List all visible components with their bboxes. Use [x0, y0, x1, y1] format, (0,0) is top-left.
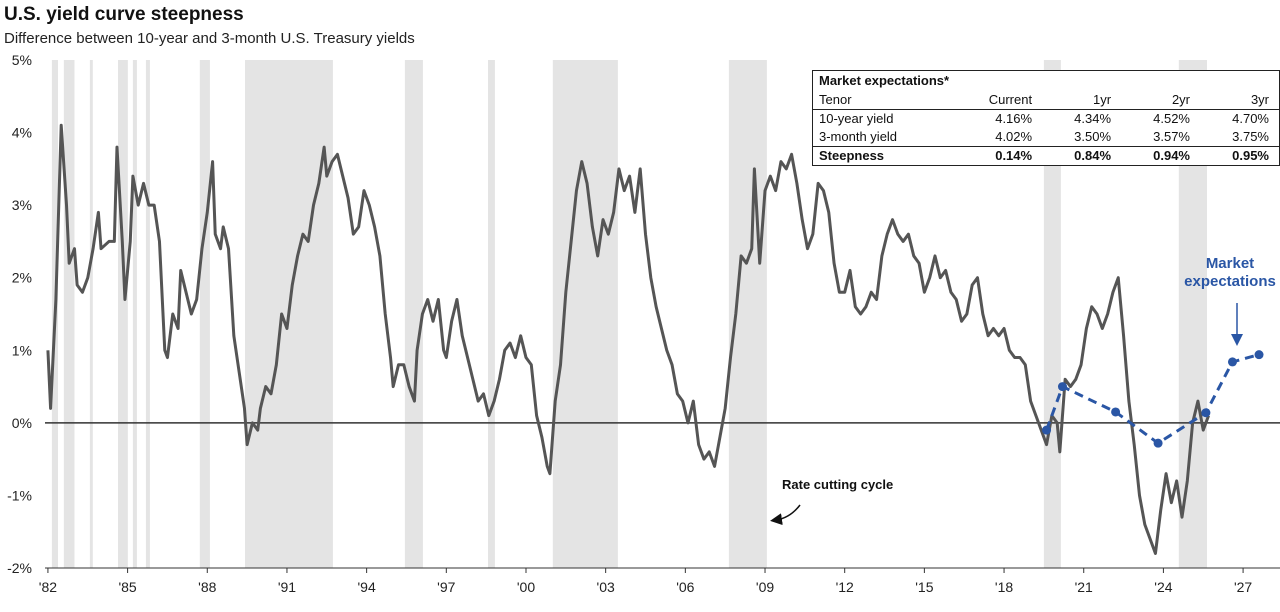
x-tick-label: '06: [676, 579, 694, 595]
legend-label: Market expectations: [1184, 255, 1276, 290]
shaded-region: [145, 60, 150, 568]
series-marker: [1042, 425, 1052, 435]
table-cell: 3-month yield: [819, 129, 898, 144]
shaded-region: [488, 60, 495, 568]
table-row: 10-year yield 4.16% 4.34% 4.52% 4.70%: [813, 110, 1279, 129]
table-cell: Steepness: [813, 146, 954, 165]
expectations-table: Market expectations* Tenor Current 1yr 2yr 3…: [812, 70, 1280, 166]
shaded-region: [63, 60, 75, 568]
x-tick-label: '85: [118, 579, 136, 595]
chart-subtitle: Difference between 10-year and 3-month U…: [4, 30, 415, 47]
x-tick-label: '00: [517, 579, 535, 595]
table-cell: 4.02%: [995, 129, 1033, 144]
y-tick-label: -1%: [7, 487, 32, 503]
x-tick-label: '91: [278, 579, 296, 595]
x-tick-label: '24: [1154, 579, 1172, 595]
x-tick-label: '15: [915, 579, 933, 595]
series-marker: [1227, 357, 1237, 367]
shaded-regions: [51, 60, 1207, 568]
table-cell: 3.50%: [1074, 129, 1112, 144]
table-cell: 0.14%: [953, 146, 1043, 165]
y-tick-label: 3%: [12, 197, 32, 213]
shaded-region: [552, 60, 618, 568]
table-cell: 1yr: [1042, 91, 1122, 110]
table-cell: 3.75%: [1232, 129, 1269, 144]
table-cell: 0.84%: [1042, 146, 1122, 165]
shaded-region: [404, 60, 423, 568]
series-marker: [1111, 407, 1121, 417]
series-marker: [1254, 350, 1264, 360]
y-tick-label: 0%: [12, 415, 32, 431]
x-tick-label: '21: [1075, 579, 1093, 595]
x-tick-label: '97: [437, 579, 455, 595]
shaded-region: [132, 60, 137, 568]
y-tick-label: 5%: [12, 52, 32, 68]
table-cell: Current: [953, 91, 1043, 110]
series-marker: [1057, 382, 1067, 392]
chart-title: U.S. yield curve steepness: [4, 4, 244, 25]
x-tick-label: '09: [756, 579, 774, 595]
table-cell: 2yr: [1121, 91, 1200, 110]
table-cell: 3yr: [1200, 91, 1279, 110]
table-cell: 4.16%: [995, 111, 1033, 126]
table-cell: 0.95%: [1200, 146, 1279, 165]
annotation-arrow: [770, 504, 801, 526]
table-cell: 10-year yield: [819, 111, 894, 126]
table-cell: 4.34%: [1074, 111, 1112, 126]
table-cell: 4.70%: [1232, 111, 1269, 126]
table-row: Steepness 0.14% 0.84% 0.94% 0.95%: [813, 146, 1279, 165]
axes: 5% 4% 3% 2% 1% 0% -1% -2% '82 '85 '88 '91 '94 '97 '00 '…: [7, 52, 1280, 595]
y-tick-label: 4%: [12, 125, 32, 141]
table-cell: 3.57%: [1153, 129, 1190, 144]
shaded-label: Rate cutting cycle: [782, 477, 894, 492]
series-marker: [1201, 408, 1211, 418]
table-title: Market expectations*: [819, 73, 950, 88]
series-marker: [1153, 438, 1163, 448]
shaded-region: [89, 60, 93, 568]
x-tick-label: '88: [198, 579, 216, 595]
table-header: Tenor Current 1yr 2yr 3yr: [813, 91, 1279, 110]
series-line: [46, 123, 1210, 555]
x-tick-label: '94: [358, 579, 376, 595]
table-cell: 0.94%: [1121, 146, 1200, 165]
y-tick-label: 1%: [12, 342, 32, 358]
x-tick-label: '12: [836, 579, 854, 595]
x-tick-label: '27: [1234, 579, 1252, 595]
x-tick-label: '18: [995, 579, 1013, 595]
table-cell: Tenor: [813, 91, 954, 110]
y-tick-label: 2%: [12, 270, 32, 286]
x-tick-label: '82: [39, 579, 57, 595]
table-cell: 4.52%: [1153, 111, 1190, 126]
table: Market expectations* Tenor Current 1yr 2yr 3…: [813, 71, 1279, 165]
x-tick-label: '03: [597, 579, 615, 595]
shaded-region: [199, 60, 210, 568]
y-tick-label: -2%: [7, 560, 32, 576]
table-row: 3-month yield 4.02% 3.50% 3.57% 3.75%: [813, 128, 1279, 147]
series: [46, 123, 1264, 555]
shaded-region: [118, 60, 128, 568]
